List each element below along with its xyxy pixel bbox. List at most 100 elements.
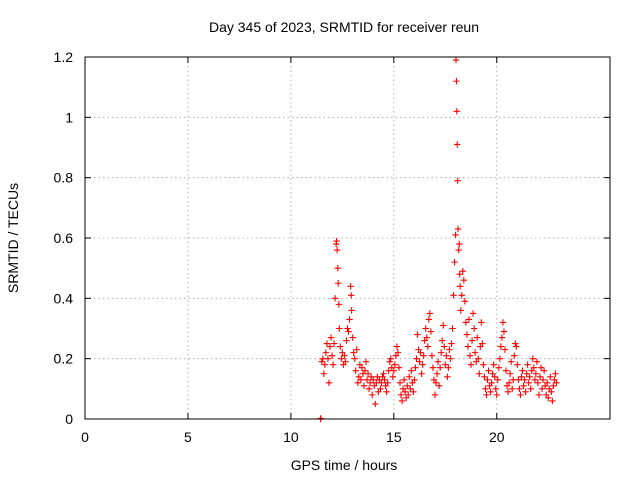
data-point (470, 325, 478, 332)
data-point (460, 277, 468, 284)
data-point (507, 358, 515, 365)
data-point (437, 349, 445, 356)
data-point (348, 307, 355, 314)
data-point (444, 373, 451, 380)
data-point (413, 355, 420, 362)
y-tick-label: 0.8 (54, 170, 74, 186)
data-point (530, 364, 538, 371)
data-point (433, 370, 441, 377)
data-point (346, 316, 353, 323)
data-point (506, 370, 514, 377)
data-point (549, 397, 556, 405)
data-point (496, 355, 504, 362)
data-point (334, 264, 342, 272)
data-point (447, 355, 454, 362)
y-tick-label: 0 (65, 411, 73, 427)
data-point (518, 373, 525, 380)
data-point (448, 340, 455, 347)
data-point (499, 319, 507, 326)
data-point (484, 376, 491, 383)
data-point (369, 391, 376, 399)
data-point (540, 367, 548, 374)
data-point (509, 385, 516, 393)
data-point (492, 385, 499, 393)
data-point (474, 334, 481, 341)
data-point (529, 355, 536, 362)
data-point (387, 355, 394, 362)
data-point (493, 391, 500, 399)
data-point (490, 361, 497, 368)
data-point (407, 385, 414, 393)
data-point (428, 352, 436, 359)
data-point (454, 225, 462, 233)
data-point (452, 56, 460, 64)
data-point (465, 316, 473, 323)
data-point (545, 394, 552, 402)
data-point (469, 310, 477, 317)
data-point (394, 349, 402, 356)
data-point (504, 388, 512, 396)
data-point (468, 337, 476, 344)
chart-title: Day 345 of 2023, SRMTID for receiver reu… (209, 19, 479, 35)
data-point (454, 141, 461, 148)
data-point (432, 379, 440, 386)
data-point (353, 346, 360, 353)
data-point (483, 391, 490, 399)
data-point (384, 379, 391, 386)
data-point (390, 367, 398, 374)
data-point (425, 316, 433, 323)
data-point (553, 379, 560, 386)
data-point (334, 246, 341, 254)
data-point (345, 328, 352, 335)
data-point (349, 334, 356, 341)
data-point (466, 352, 474, 359)
data-point (453, 77, 460, 85)
data-point (521, 376, 528, 383)
data-point (350, 349, 357, 356)
data-point (317, 415, 324, 422)
axis-ticks: 0 0.2 0.4 0.6 0.8 1 1.2 0 5 10 15 20 (54, 49, 610, 445)
data-point (417, 349, 424, 356)
data-point (500, 328, 508, 335)
data-point (322, 349, 330, 356)
data-point (434, 358, 442, 365)
data-point (481, 373, 488, 380)
x-tick-label: 5 (184, 429, 192, 445)
data-point (357, 376, 365, 383)
data-point (330, 340, 338, 347)
data-point (511, 352, 518, 359)
data-point (318, 358, 325, 365)
data-point (347, 283, 354, 290)
data-point (443, 352, 450, 359)
data-point (396, 379, 404, 386)
y-tick-label: 1 (65, 109, 73, 125)
data-point (386, 358, 393, 365)
data-point (523, 370, 530, 377)
data-point (550, 382, 557, 390)
data-point (422, 325, 429, 332)
data-point (476, 370, 483, 377)
data-point (520, 382, 527, 390)
data-point (480, 361, 487, 368)
data-point (453, 108, 461, 115)
data-point (377, 385, 384, 393)
data-point (475, 355, 482, 362)
data-point (505, 379, 513, 386)
data-point (497, 343, 505, 350)
data-point (464, 343, 472, 350)
data-point (516, 385, 523, 393)
data-point (406, 373, 413, 380)
data-point (537, 364, 545, 371)
data-point (487, 388, 494, 396)
data-point (548, 388, 555, 396)
data-point (531, 376, 539, 383)
data-point (488, 379, 495, 386)
data-point (418, 370, 425, 377)
data-point (420, 352, 427, 359)
data-point (498, 334, 506, 341)
data-point (538, 385, 546, 393)
data-point (532, 370, 540, 377)
data-point (515, 376, 522, 383)
data-point (451, 258, 458, 266)
data-point (344, 325, 351, 332)
